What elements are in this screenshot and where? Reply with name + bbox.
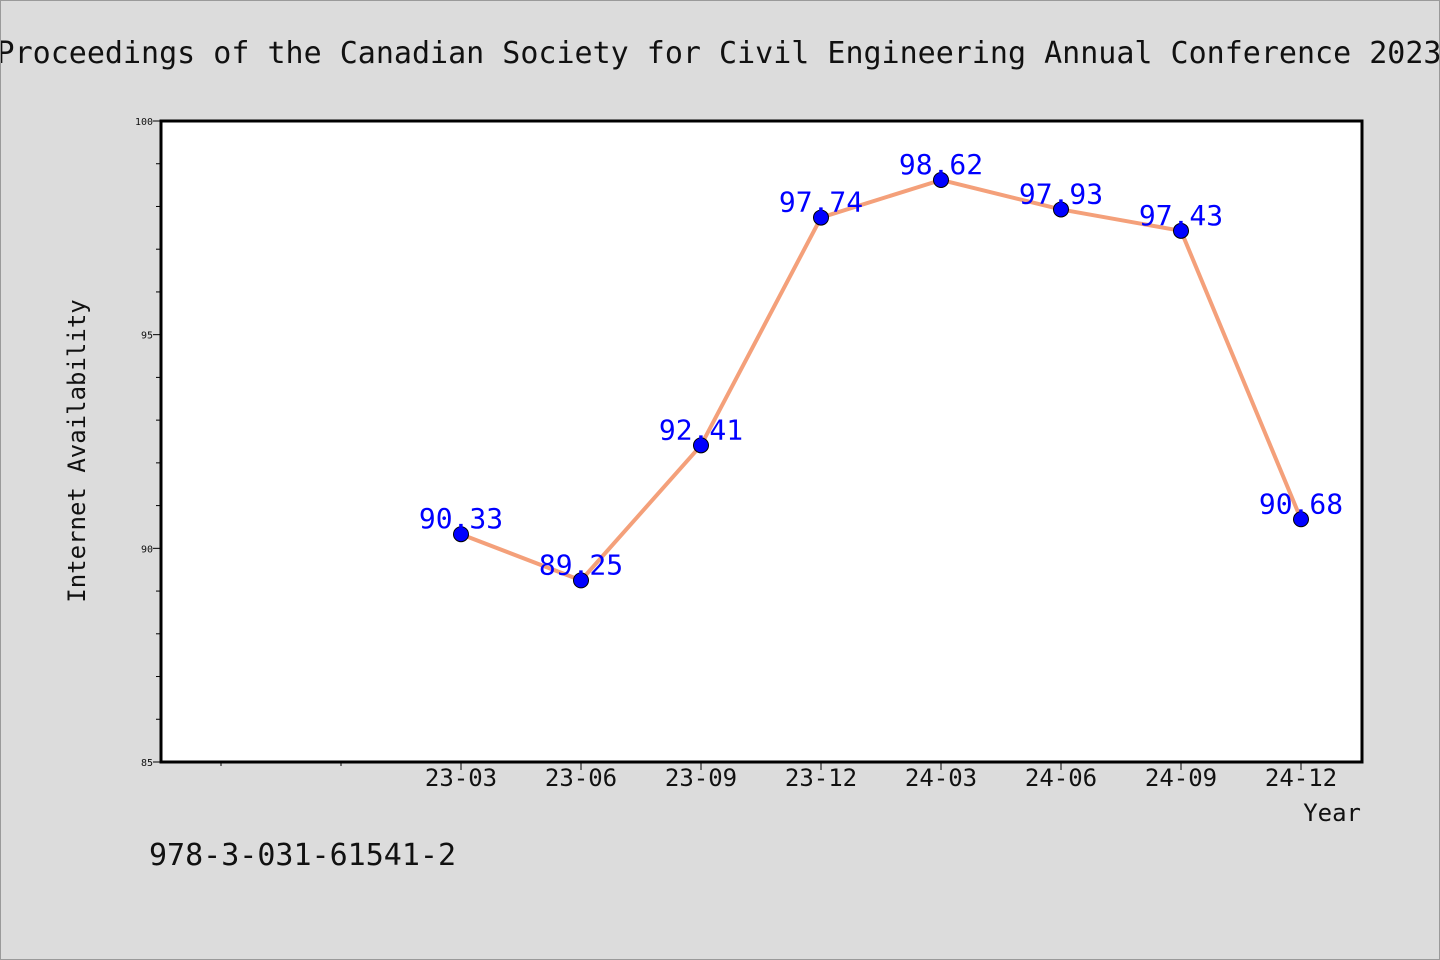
- series-line-group: [460, 177, 1303, 583]
- chart-title: Proceedings of the Canadian Society for …: [1, 36, 1440, 71]
- data-point: [453, 526, 469, 543]
- data-label: 97.93: [1019, 177, 1103, 210]
- data-point: [693, 437, 709, 454]
- x-axis-ticks: 23-03 23-06 23-09 23-12 24-03 24-06 24-09 24-12: [220, 762, 1337, 792]
- x-tick-label: 23-12: [785, 764, 857, 792]
- y-tick-label: 90: [141, 544, 153, 555]
- y-axis-label: Internet Availability: [63, 299, 91, 602]
- data-label: 89.25: [539, 548, 623, 581]
- y-tick-label: 100: [135, 117, 153, 128]
- data-label: 90.68: [1259, 487, 1343, 520]
- data-label: 90.33: [419, 502, 503, 535]
- x-tick-label: 24-03: [905, 764, 977, 792]
- series-line: [460, 177, 1303, 583]
- x-tick-label: 23-06: [545, 764, 617, 792]
- data-point: [573, 572, 589, 589]
- x-tick-label: 24-12: [1265, 764, 1337, 792]
- data-point: [933, 171, 949, 188]
- data-point: [1173, 222, 1189, 239]
- y-axis-ticks: 85 90 95 100: [135, 117, 161, 769]
- data-markers: [453, 171, 1309, 589]
- x-tick-label: 24-06: [1025, 764, 1097, 792]
- data-point: [1293, 511, 1309, 528]
- x-tick-label: 24-09: [1145, 764, 1217, 792]
- x-tick-label: 23-09: [665, 764, 737, 792]
- x-tick-label: 23-03: [425, 764, 497, 792]
- x-axis-label: Year: [1303, 799, 1361, 827]
- y-tick-label: 85: [141, 758, 153, 769]
- data-label: 97.74: [779, 186, 863, 219]
- y-tick-label: 95: [141, 331, 153, 342]
- data-label: 98.62: [899, 148, 983, 181]
- data-labels: 90.33 89.25 92.41 97.74 98.62 97.93 97.43 90.68: [419, 148, 1343, 581]
- data-point: [1053, 201, 1069, 218]
- data-label: 97.43: [1139, 199, 1223, 232]
- data-label: 92.41: [659, 413, 743, 446]
- isbn-text: 978-3-031-61541-2: [149, 838, 456, 873]
- data-point: [813, 209, 829, 226]
